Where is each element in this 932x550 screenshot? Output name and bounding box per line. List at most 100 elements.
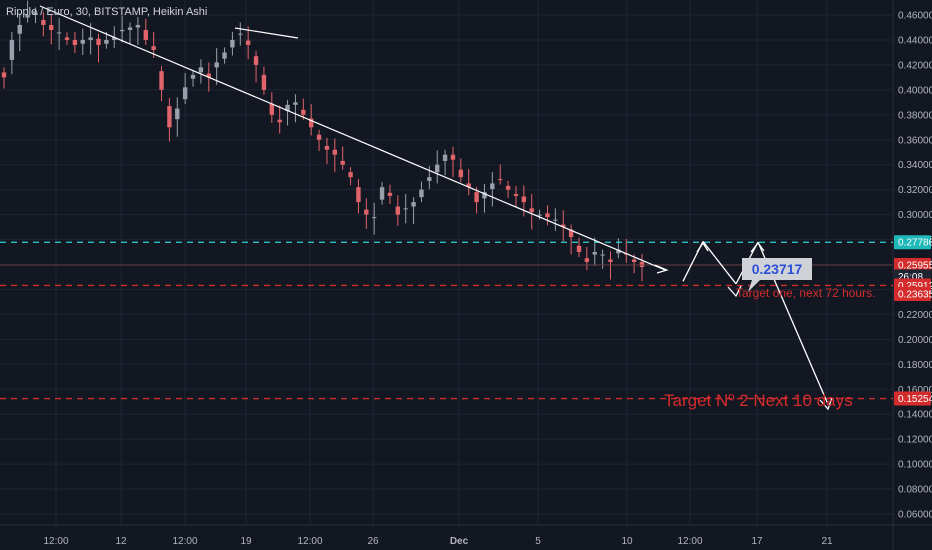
candle-body[interactable] (356, 187, 361, 203)
candle-body[interactable] (348, 172, 353, 178)
candle-body[interactable] (458, 169, 464, 178)
candle-body[interactable] (301, 109, 306, 115)
candle-body[interactable] (167, 106, 172, 128)
candle-body[interactable] (379, 187, 385, 200)
candle-body[interactable] (143, 29, 148, 40)
candle-body[interactable] (72, 39, 78, 45)
candle-body[interactable] (324, 145, 330, 150)
candle-body[interactable] (639, 262, 645, 267)
candle-body[interactable] (269, 103, 275, 115)
candle-body[interactable] (261, 74, 267, 90)
candle-body[interactable] (198, 67, 204, 73)
candles[interactable] (1, 0, 645, 282)
candle-body[interactable] (568, 229, 574, 238)
candle-body[interactable] (608, 259, 613, 263)
time-axis[interactable]: 12:00 12 12:00 19 12:00 26 Dec 5 10 12:00 17 21 (43, 536, 833, 547)
candle-body[interactable] (576, 245, 582, 253)
candle-body[interactable] (411, 202, 416, 207)
candle-body[interactable] (151, 46, 156, 50)
candle-body[interactable] (190, 74, 196, 79)
candle-body[interactable] (214, 62, 219, 68)
projection-arrow[interactable] (702, 241, 737, 285)
downtrend-line[interactable] (39, 5, 666, 271)
candle-body[interactable] (450, 154, 456, 160)
candle-body[interactable] (490, 183, 495, 190)
candle-body[interactable] (9, 39, 15, 60)
candle-body[interactable] (175, 108, 180, 120)
candle-body[interactable] (474, 192, 479, 203)
target-two-label: Target Nº 2 Next 10 days (664, 391, 853, 410)
candle-body[interactable] (616, 249, 621, 254)
candle-body[interactable] (88, 37, 93, 40)
candle-body[interactable] (285, 104, 290, 112)
candle-body[interactable] (308, 118, 314, 128)
candle-body[interactable] (371, 217, 377, 219)
candle-body[interactable] (56, 32, 62, 34)
candle-body[interactable] (1, 72, 7, 78)
x-tick-label: 10 (621, 536, 633, 547)
candle-body[interactable] (316, 134, 322, 140)
price-tag-label: 0.25912 (898, 281, 932, 292)
candle-body[interactable] (49, 24, 54, 30)
candle-body[interactable] (253, 56, 259, 65)
y-tick-label: 0.40000 (898, 85, 932, 96)
x-tick-label: 12 (115, 536, 127, 547)
candle-body[interactable] (119, 29, 125, 32)
candle-body[interactable] (631, 259, 637, 263)
candle-body[interactable] (135, 24, 141, 28)
candle-body[interactable] (182, 87, 188, 100)
candle-body[interactable] (537, 214, 542, 216)
price-tag-label: 0.25955 (898, 261, 932, 272)
candle-body[interactable] (222, 52, 227, 59)
candle-body[interactable] (293, 102, 298, 105)
y-tick-label: 0.12000 (898, 435, 932, 446)
candle-body[interactable] (41, 19, 46, 25)
candle-body[interactable] (127, 27, 133, 30)
candle-body[interactable] (442, 154, 448, 161)
candle-body[interactable] (553, 219, 558, 221)
candle-body[interactable] (427, 177, 432, 181)
candle-body[interactable] (96, 38, 101, 45)
candle-body[interactable] (332, 149, 338, 155)
candle-body[interactable] (521, 196, 527, 203)
drawings[interactable] (39, 5, 833, 411)
candle-body[interactable] (112, 37, 117, 40)
candle-body[interactable] (230, 39, 235, 48)
price-callout-box (742, 258, 812, 292)
candle-body[interactable] (340, 160, 345, 165)
candle-body[interactable] (206, 73, 211, 78)
candle-body[interactable] (482, 192, 487, 199)
candle-body[interactable] (600, 254, 605, 256)
candle-body[interactable] (561, 224, 566, 228)
candle-body[interactable] (498, 179, 503, 181)
candle-body[interactable] (64, 37, 70, 40)
price-axis[interactable]: 0.46000 0.44000 0.42000 0.40000 0.38000 0.360… (894, 11, 932, 521)
candle-body[interactable] (80, 39, 85, 44)
candle-body[interactable] (466, 183, 471, 188)
price-tag (894, 258, 931, 273)
candle-body[interactable] (545, 213, 550, 218)
candle-body[interactable] (529, 208, 534, 213)
price-callout-text: 0.23717 (752, 261, 803, 277)
candle-body[interactable] (403, 208, 408, 210)
candle-body[interactable] (104, 39, 109, 44)
candle-body[interactable] (364, 209, 369, 215)
candle-body[interactable] (395, 206, 401, 215)
candle-body[interactable] (33, 12, 38, 15)
candle-body[interactable] (592, 252, 597, 255)
candle-body[interactable] (25, 15, 30, 18)
candle-body[interactable] (277, 119, 282, 123)
trendline-segment[interactable] (234, 27, 299, 39)
candle-body[interactable] (435, 164, 440, 173)
candle-body[interactable] (245, 40, 251, 45)
candle-body[interactable] (238, 33, 243, 35)
candle-body[interactable] (513, 194, 519, 196)
candle-body[interactable] (419, 189, 424, 198)
candle-body[interactable] (159, 71, 164, 90)
candle-body[interactable] (387, 192, 393, 196)
candle-body[interactable] (17, 24, 22, 34)
candle-body[interactable] (584, 258, 590, 263)
candle-body[interactable] (505, 185, 511, 190)
x-tick-label: 12:00 (297, 536, 322, 547)
